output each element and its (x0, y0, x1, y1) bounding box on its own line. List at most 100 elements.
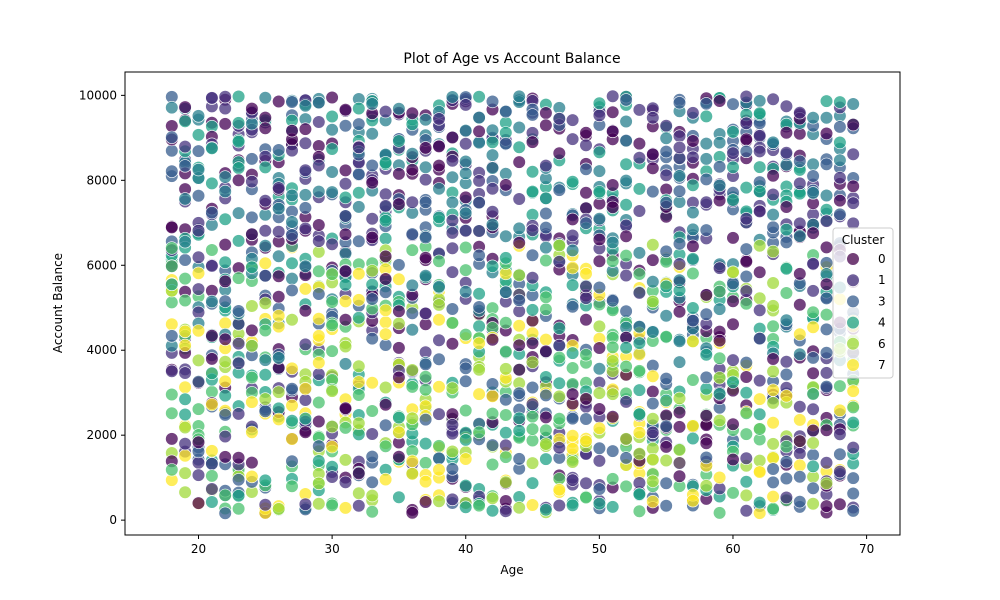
plot-area (165, 89, 860, 520)
scatter-point (565, 361, 580, 375)
scatter-point (793, 327, 807, 341)
scatter-point (779, 313, 794, 327)
scatter-point (592, 441, 607, 455)
scatter-point (606, 410, 620, 424)
scatter-point (753, 160, 767, 174)
scatter-point (325, 142, 339, 156)
scatter-point (565, 387, 580, 401)
scatter-point (285, 215, 299, 229)
scatter-point (459, 190, 473, 204)
scatter-point (499, 426, 513, 440)
scatter-point (499, 504, 513, 518)
scatter-point (405, 411, 419, 425)
scatter-point (379, 104, 393, 119)
scatter-point (205, 243, 219, 257)
scatter-point (766, 208, 780, 222)
scatter-point (218, 170, 232, 184)
scatter-point (285, 398, 299, 413)
scatter-point (699, 450, 713, 465)
scatter-point (232, 206, 246, 220)
scatter-point (459, 206, 473, 220)
scatter-point (419, 160, 433, 174)
scatter-point (766, 135, 780, 149)
scatter-point (592, 185, 607, 199)
scatter-point (793, 229, 807, 243)
scatter-point (165, 100, 179, 115)
scatter-point (525, 355, 540, 369)
scatter-point (686, 373, 700, 387)
scatter-point (793, 495, 807, 509)
scatter-point (445, 195, 460, 209)
scatter-point (191, 402, 206, 416)
scatter-point (298, 282, 313, 296)
scatter-point (699, 195, 713, 209)
scatter-point (472, 300, 486, 314)
scatter-point (712, 302, 727, 316)
scatter-point (338, 119, 353, 133)
scatter-point (806, 226, 820, 240)
scatter-point (485, 218, 500, 232)
scatter-point (806, 387, 820, 401)
scatter-point (165, 277, 179, 292)
scatter-point (445, 462, 460, 476)
scatter-point (285, 313, 299, 327)
scatter-point (686, 334, 700, 349)
scatter-point (739, 284, 753, 298)
scatter-point (392, 370, 406, 385)
scatter-point (579, 279, 593, 294)
scatter-point (525, 456, 540, 470)
scatter-point (419, 383, 433, 397)
scatter-point (632, 487, 647, 501)
x-axis: 20 30 40 50 60 70 (191, 535, 874, 556)
scatter-point (445, 316, 460, 330)
scatter-point (191, 435, 206, 449)
scatter-point (445, 213, 460, 228)
scatter-point (205, 457, 219, 471)
scatter-point (459, 479, 473, 493)
scatter-point (245, 227, 259, 241)
scatter-point (338, 339, 353, 354)
scatter-point (258, 323, 272, 338)
scatter-point (833, 379, 847, 393)
scatter-point (485, 389, 500, 403)
scatter-point (272, 181, 286, 195)
scatter-point (379, 214, 393, 228)
scatter-point (592, 454, 607, 468)
scatter-point (806, 169, 820, 183)
scatter-point (178, 449, 192, 463)
scatter-point (766, 462, 780, 476)
scatter-point (646, 396, 660, 411)
scatter-point (178, 366, 192, 380)
scatter-point (833, 135, 847, 150)
scatter-point (833, 207, 847, 221)
scatter-point (432, 210, 446, 225)
scatter-point (606, 235, 620, 250)
scatter-point (833, 465, 847, 479)
scatter-point (739, 269, 753, 284)
scatter-point (579, 476, 593, 490)
scatter-point (338, 313, 353, 327)
scatter-point (392, 304, 406, 318)
scatter-point (338, 357, 353, 371)
scatter-point (365, 176, 379, 190)
scatter-point (432, 407, 446, 421)
scatter-point (191, 109, 206, 123)
scatter-point (298, 425, 313, 439)
scatter-point (552, 376, 566, 390)
scatter-point (392, 197, 406, 211)
scatter-point (165, 220, 179, 234)
scatter-point (338, 421, 353, 435)
scatter-point (432, 313, 446, 327)
scatter-point (392, 411, 406, 425)
scatter-point (218, 255, 232, 269)
scatter-point (606, 178, 620, 192)
scatter-point (338, 501, 353, 515)
scatter-point (753, 422, 767, 436)
scatter-point (392, 450, 406, 464)
scatter-point (833, 171, 847, 185)
x-tick-label: 40 (458, 542, 473, 556)
scatter-point (632, 476, 647, 490)
scatter-point (352, 167, 366, 181)
scatter-point (739, 488, 753, 503)
scatter-point (726, 193, 740, 207)
